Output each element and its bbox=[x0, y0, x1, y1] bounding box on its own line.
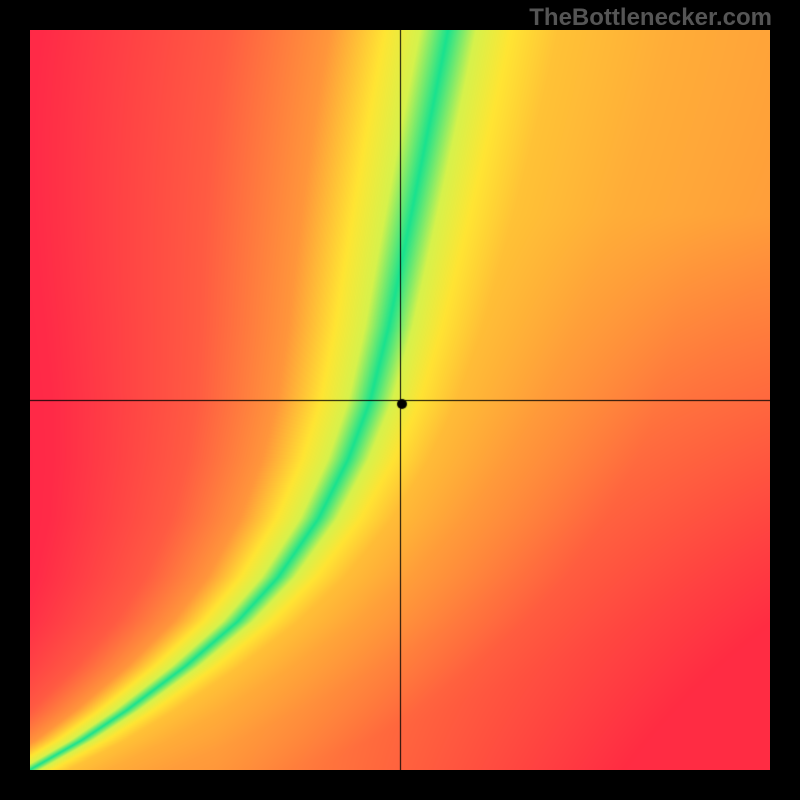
watermark-text: TheBottlenecker.com bbox=[529, 4, 772, 32]
bottleneck-heatmap bbox=[30, 30, 770, 770]
chart-container: TheBottlenecker.com bbox=[0, 0, 800, 800]
